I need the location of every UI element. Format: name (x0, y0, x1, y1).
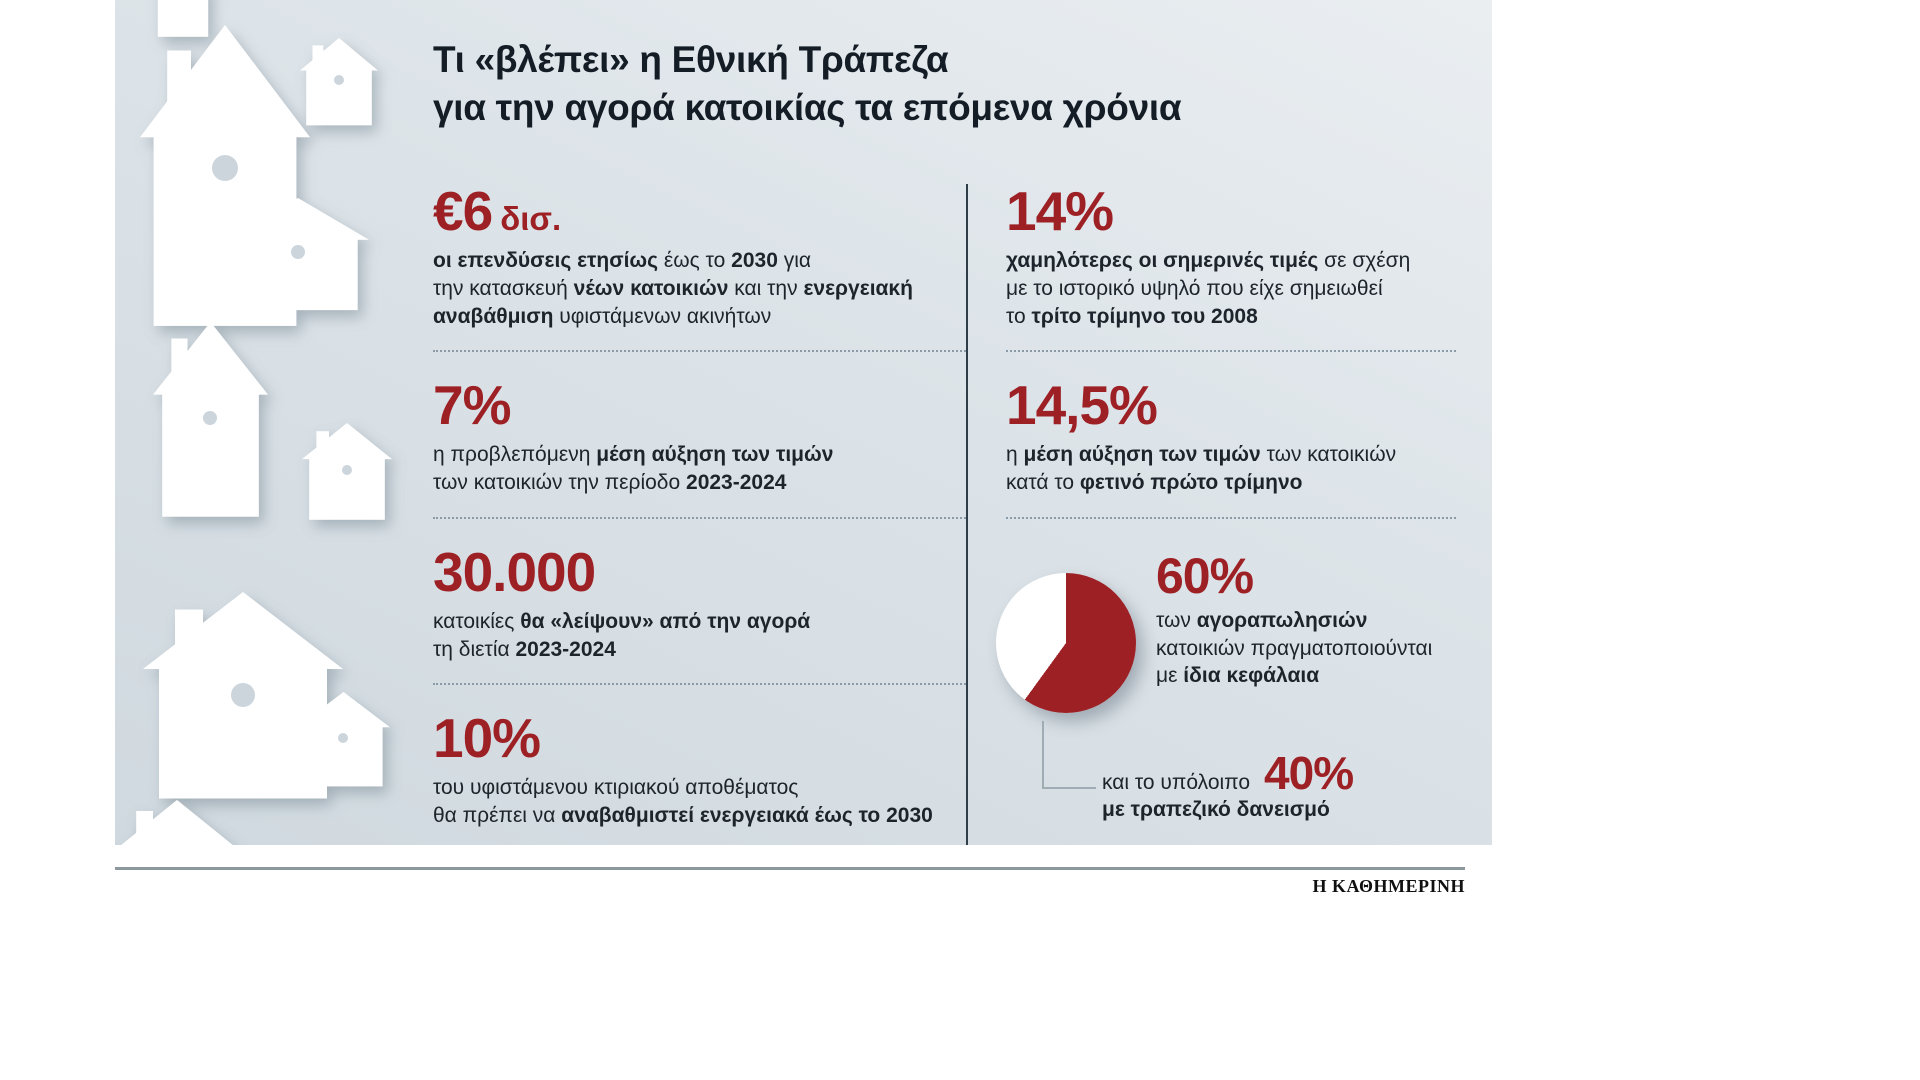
stat-missing-homes: 30.000 κατοικίες θα «λείψουν» από την αγ… (433, 540, 966, 663)
stats-columns: €6 δισ. οι επενδύσεις ετησίως έως το 2030… (433, 184, 1478, 845)
pie-loans-value: 40% (1264, 746, 1354, 799)
stats-column-right: 14% χαμηλότερες οι σημερινές τιμές σε σχ… (996, 184, 1478, 845)
stat-forecast-price-increase-desc: η προβλεπόμενη μέση αύξηση των τιμών των… (433, 443, 834, 495)
infographic-panel: Τι «βλέπει» η Εθνική Τράπεζα για την αγο… (115, 0, 1492, 845)
stat-q1-price-increase-desc: η μέση αύξηση των τιμών των κατοικιών κα… (1006, 443, 1397, 495)
pie-own-funds-note: 60% των αγοραπωλησιών κατοικιών πραγματο… (1156, 551, 1432, 690)
dotted-separator (433, 350, 966, 353)
dotted-separator (433, 683, 966, 686)
pie-own-funds-value: 60% (1156, 547, 1254, 604)
dotted-separator (1006, 350, 1456, 353)
stat-unit: δισ. (500, 200, 562, 238)
pie-loans-note: και το υπόλοιπο 40% με τραπεζικό δανεισμ… (1102, 746, 1354, 822)
vertical-divider (966, 184, 968, 845)
stat-q1-price-increase: 14,5% η μέση αύξηση των τιμών των κατοικ… (1006, 378, 1456, 496)
stat-number: €6 (433, 180, 493, 243)
stats-column-left: €6 δισ. οι επενδύσεις ετησίως έως το 2030… (433, 184, 966, 845)
content-area: Τι «βλέπει» η Εθνική Τράπεζα για την αγο… (433, 36, 1478, 845)
stat-forecast-price-increase: 7% η προβλεπόμενη μέση αύξηση των τιμών … (433, 378, 966, 496)
dotted-separator (1006, 516, 1456, 519)
paper-houses-illustration (117, 0, 392, 845)
pie-section: 60% των αγοραπωλησιών κατοικιών πραγματο… (996, 545, 1456, 845)
stat-energy-upgrade-share-desc: του υφιστάμενου κτιριακού αποθέματος θα … (433, 776, 933, 827)
stat-annual-investments-desc: οι επενδύσεις ετησίως έως το 2030 για τη… (433, 249, 913, 328)
page-title-line2: για την αγορά κατοικίας τα επόμενα χρόνι… (433, 87, 1182, 129)
pie-chart (996, 572, 1136, 713)
stat-below-2008-peak-desc: χαμηλότερες οι σημερινές τιμές σε σχέση … (1006, 249, 1411, 328)
stat-missing-homes-value: 30.000 (433, 540, 596, 603)
stat-energy-upgrade-share: 10% του υφιστάμενου κτιριακού αποθέματος… (433, 711, 966, 829)
page-title: Τι «βλέπει» η Εθνική Τράπεζα για την αγο… (433, 36, 1478, 132)
pie-loans-suffix: με τραπεζικό δανεισμό (1102, 797, 1330, 821)
stat-forecast-price-increase-value: 7% (433, 374, 512, 437)
stat-annual-investments-value: €6 δισ. (433, 184, 966, 239)
stat-below-2008-peak-value: 14% (1006, 180, 1114, 243)
stat-below-2008-peak: 14% χαμηλότερες οι σημερινές τιμές σε σχ… (1006, 184, 1456, 330)
pie-loans-line: και το υπόλοιπο 40% (1102, 746, 1354, 799)
stat-energy-upgrade-share-value: 10% (433, 707, 541, 770)
footer-rule (115, 867, 1465, 870)
stat-q1-price-increase-value: 14,5% (1006, 374, 1158, 437)
page-title-line1: Τι «βλέπει» η Εθνική Τράπεζα (433, 39, 949, 80)
stat-annual-investments: €6 δισ. οι επενδύσεις ετησίως έως το 2030… (433, 184, 966, 330)
pie-connector-line (1042, 720, 1096, 789)
newspaper-logo: Η ΚΑΘΗΜΕΡΙΝΗ (1312, 876, 1465, 896)
dotted-separator (433, 516, 966, 519)
stat-missing-homes-desc: κατοικίες θα «λείψουν» από την αγορά τη … (433, 609, 811, 661)
pie-loans-prefix: και το υπόλοιπο (1102, 770, 1251, 794)
pie-own-funds-desc: των αγοραπωλησιών κατοικιών πραγματοποιο… (1156, 608, 1433, 688)
